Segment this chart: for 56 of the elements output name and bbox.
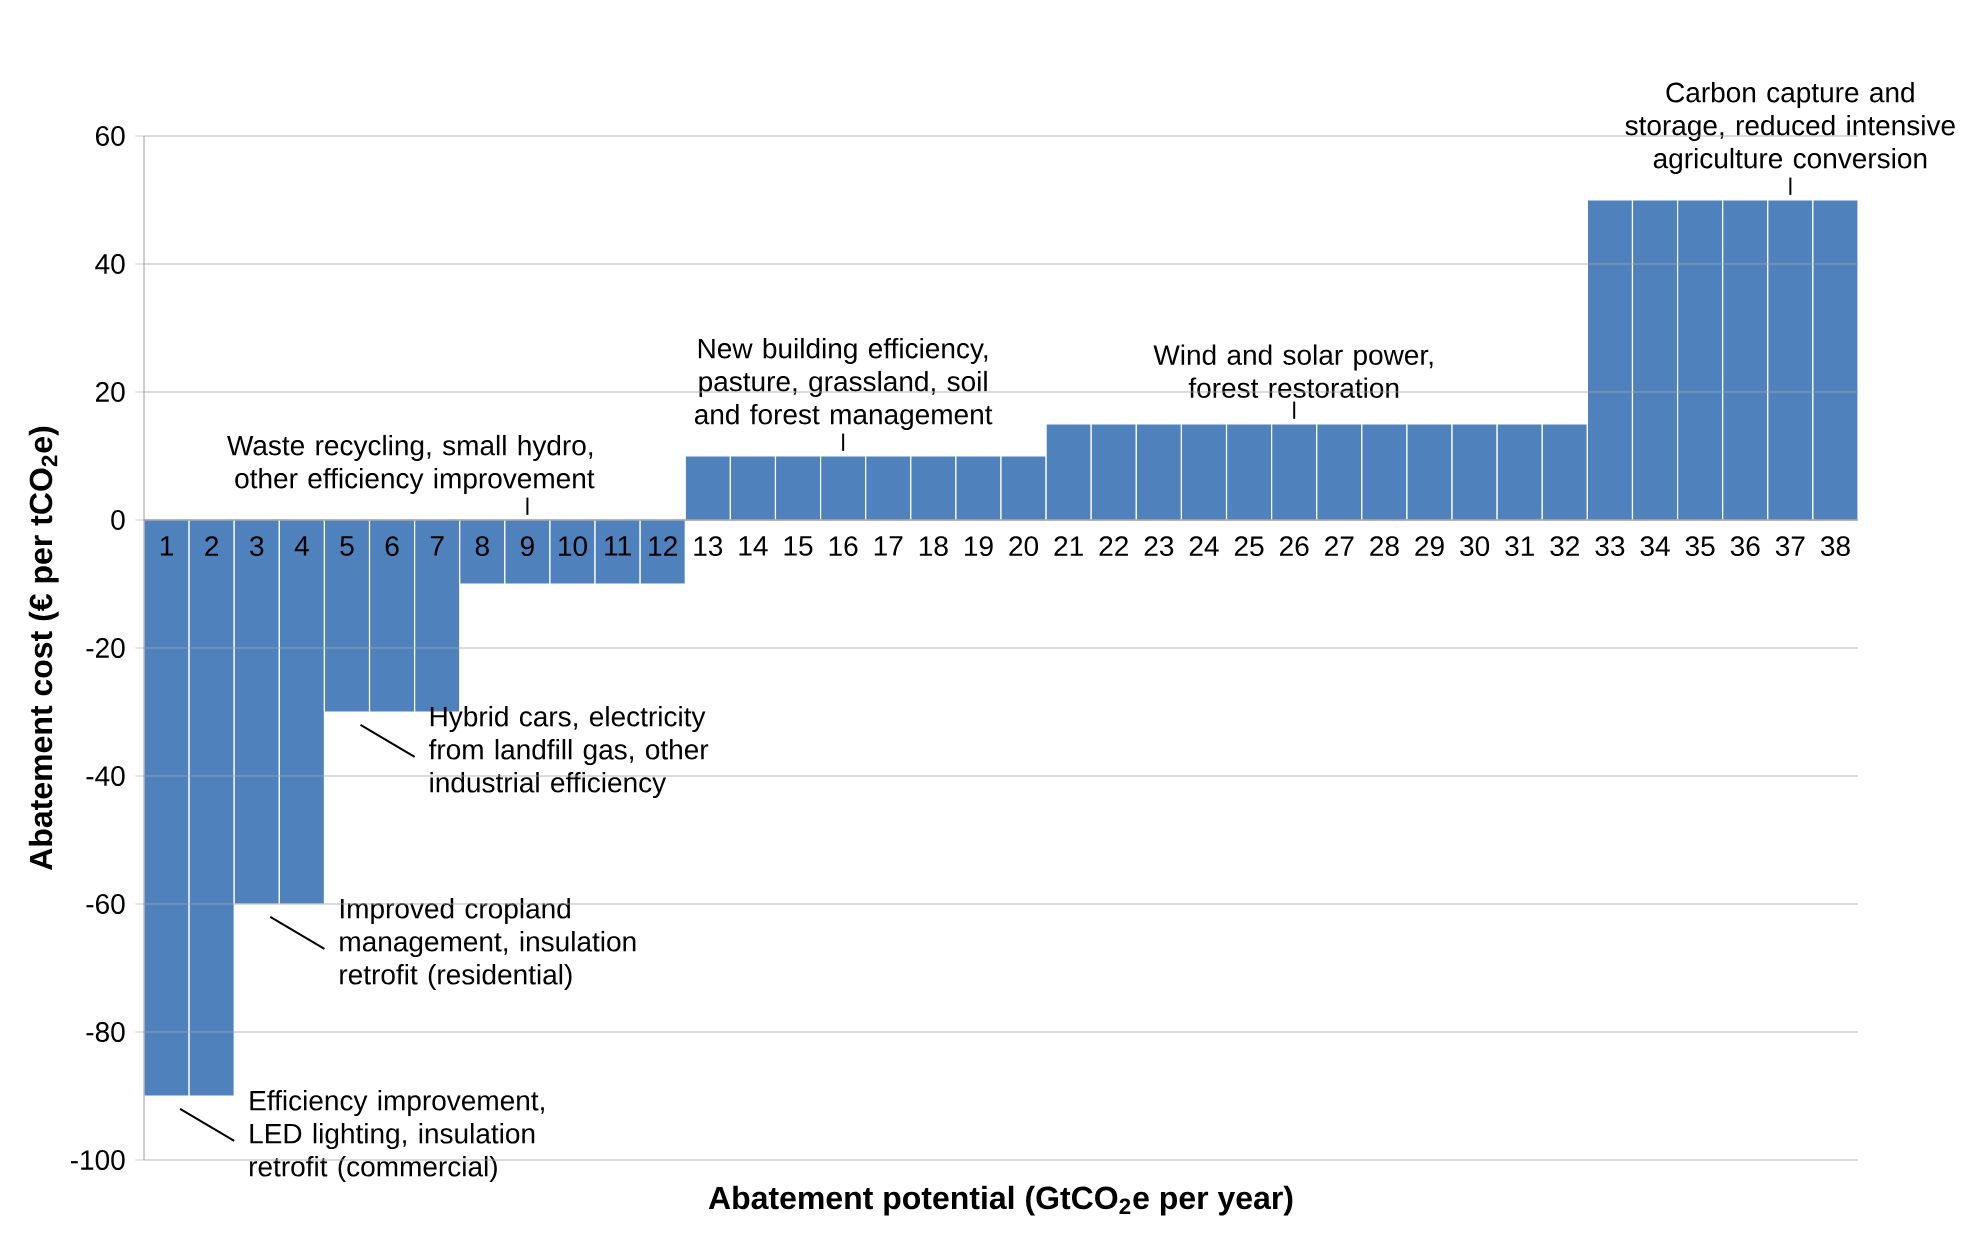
y-tick-label: -100 xyxy=(70,1150,125,1170)
y-tick-label: 60 xyxy=(96,126,125,146)
x-tick-label: 6 xyxy=(385,536,399,557)
x-tick-label: 8 xyxy=(475,536,489,557)
x-tick-label: 26 xyxy=(1280,536,1309,557)
x-tick-label: 34 xyxy=(1640,536,1670,557)
x-tick-label: 19 xyxy=(965,536,993,557)
x-tick-label: 10 xyxy=(559,536,587,557)
x-tick-label: 37 xyxy=(1775,536,1805,557)
x-tick-label: 13 xyxy=(694,536,723,557)
x-tick-label: 11 xyxy=(605,536,631,556)
x-tick-label: 22 xyxy=(1099,536,1128,556)
y-tick-label: -20 xyxy=(86,638,125,658)
x-tick-label: 4 xyxy=(294,536,309,556)
x-tick-label: 27 xyxy=(1325,536,1354,556)
x-tick-label: 29 xyxy=(1415,536,1444,557)
y-tick-label: 40 xyxy=(95,254,125,274)
x-tick-label: 15 xyxy=(784,536,813,556)
x-tick-label: 32 xyxy=(1550,536,1579,557)
x-tick-label: 7 xyxy=(430,536,444,556)
y-tick-label: 0 xyxy=(111,510,125,530)
y-tick-label: -80 xyxy=(86,1022,125,1042)
x-tick-label: 25 xyxy=(1234,536,1264,557)
x-tick-label: 23 xyxy=(1144,536,1174,557)
x-tick-label: 18 xyxy=(919,536,948,557)
x-tick-label: 1 xyxy=(160,536,173,556)
x-tick-label: 2 xyxy=(205,536,219,556)
x-tick-label: 28 xyxy=(1370,536,1399,557)
x-tick-label: 3 xyxy=(250,536,264,557)
annotation: New building efficiency, pasture, grassland, soil and forest management xyxy=(694,337,993,430)
x-tick-label: 5 xyxy=(340,536,354,556)
x-axis-title: Abatement potential (GtCO$_{2}$e per year) xyxy=(708,1185,1293,1216)
x-tick-label: 21 xyxy=(1054,536,1083,556)
y-tick-label: 20 xyxy=(96,382,125,402)
x-tick-label: 16 xyxy=(829,536,858,557)
y-tick-label: -60 xyxy=(86,894,125,914)
annotation: Efficiency improvement, LED lighting, insulation retrofit (commercial) xyxy=(250,1089,544,1183)
y-tick-label: -40 xyxy=(86,766,125,786)
y-axis-title: Abatement cost (€ per tCO$_{2}$e) xyxy=(28,426,59,870)
x-tick-label: 30 xyxy=(1460,536,1490,557)
annotation: Hybrid cars, electricity from landfill gas, other industrial efficiency xyxy=(428,705,709,799)
x-tick-label: 9 xyxy=(520,536,534,557)
x-tick-label: 35 xyxy=(1685,536,1715,557)
x-tick-label: 20 xyxy=(1009,536,1039,557)
x-tick-label: 31 xyxy=(1505,536,1534,557)
x-tick-label: 38 xyxy=(1820,536,1850,557)
annotation: Carbon capture and storage, reduced intensive agriculture conversion xyxy=(1625,81,1955,174)
annotation: Wind and solar power, forest restoration xyxy=(1153,344,1433,398)
x-tick-label: 33 xyxy=(1595,536,1625,557)
annotation: Waste recycling, small hydro, other efficiency improvement xyxy=(227,434,595,494)
x-tick-label: 12 xyxy=(649,536,677,556)
x-tick-label: 17 xyxy=(874,536,903,556)
x-tick-label: 36 xyxy=(1730,536,1760,557)
x-tick-label: 14 xyxy=(739,536,768,556)
annotation: Improved cropland management, insulation retrofit (residential) xyxy=(340,897,636,991)
x-tick-label: 24 xyxy=(1189,536,1219,556)
